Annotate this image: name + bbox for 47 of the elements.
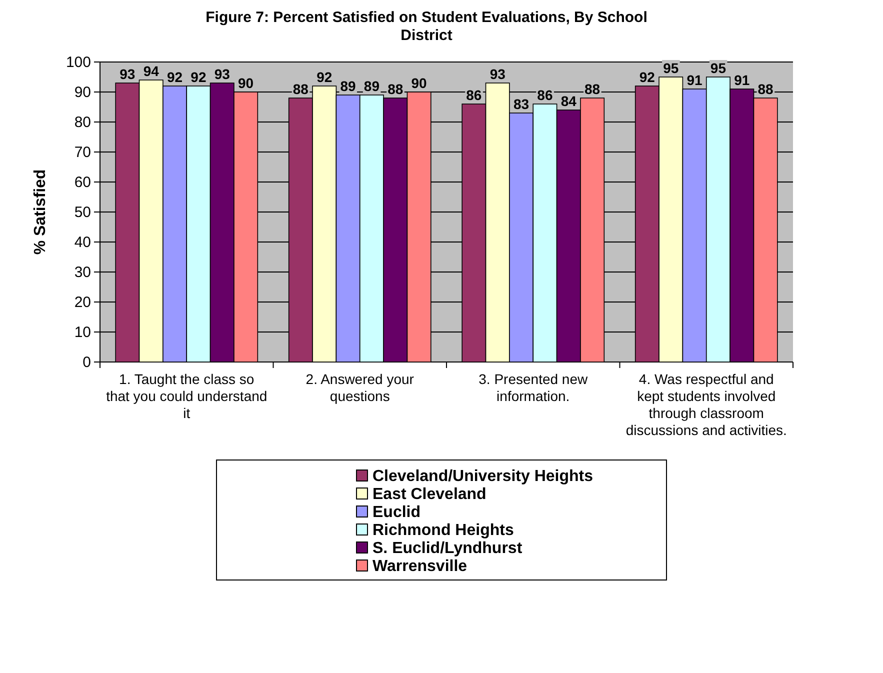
x-tick-label: 2. Answered your questions <box>306 371 414 404</box>
data-label: 93 <box>214 66 230 82</box>
data-label: 83 <box>513 96 530 112</box>
y-tick-label: 60 <box>74 174 91 191</box>
x-tick-label: 3. Presented new information. <box>478 371 588 404</box>
y-tick-label: 80 <box>74 114 91 131</box>
y-tick-label: 10 <box>74 324 91 341</box>
data-label: 89 <box>364 78 380 94</box>
legend-label: Warrensville <box>372 558 468 575</box>
y-tick-label: 50 <box>74 204 91 221</box>
y-tick-label: 90 <box>74 84 91 101</box>
y-tick-label: 70 <box>74 144 91 161</box>
data-label: 90 <box>238 75 254 91</box>
chart-title: Figure 7: Percent Satisfied on Student Evaluations, By School District <box>206 9 648 44</box>
data-label: 90 <box>411 75 428 91</box>
y-axis-title: % Satisfied <box>32 169 49 255</box>
legend-label: Cleveland/University Heights <box>372 468 594 485</box>
data-label: 88 <box>292 81 309 97</box>
data-label: 94 <box>143 63 160 79</box>
legend-label: Euclid <box>372 504 421 521</box>
data-label: 95 <box>710 60 726 76</box>
data-label: 88 <box>584 81 600 97</box>
y-tick-label: 20 <box>74 294 91 311</box>
data-label: 91 <box>686 72 703 88</box>
legend-label: East Cleveland <box>372 486 486 503</box>
data-label: 86 <box>537 87 553 103</box>
data-label: 92 <box>639 69 656 85</box>
data-label: 89 <box>340 78 356 94</box>
y-tick-label: 100 <box>66 54 91 71</box>
data-label: 91 <box>734 72 750 88</box>
data-label: 88 <box>758 81 774 97</box>
data-label: 88 <box>388 81 404 97</box>
x-tick-label: 1. Taught the class so that you could understand it <box>106 371 268 421</box>
data-label: 95 <box>663 60 679 76</box>
y-tick-label: 40 <box>74 234 91 251</box>
data-label: 93 <box>490 66 506 82</box>
data-label: 93 <box>120 66 136 82</box>
legend-label: Richmond Heights <box>372 522 514 539</box>
data-label: 92 <box>190 69 206 85</box>
data-label: 84 <box>560 93 577 109</box>
data-label: 92 <box>166 69 183 85</box>
data-label: 86 <box>466 87 482 103</box>
y-tick-label: 30 <box>74 264 91 281</box>
legend-label: S. Euclid/Lyndhurst <box>372 540 523 557</box>
x-tick-label: 4. Was respectful and kept students involved through classroom discussions and activities. <box>626 371 787 438</box>
data-label: 92 <box>316 69 332 85</box>
y-tick-label: 0 <box>82 354 91 371</box>
